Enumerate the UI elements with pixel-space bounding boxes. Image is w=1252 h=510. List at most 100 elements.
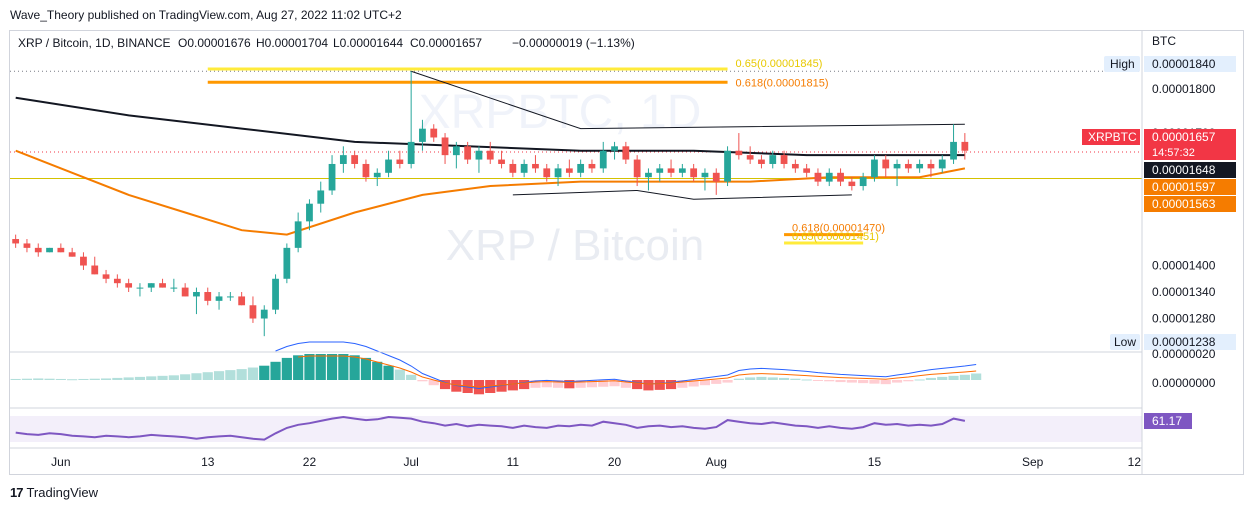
macd-histogram-bar [315,354,326,380]
ma50-line [15,149,966,236]
macd-histogram-bar [858,380,869,384]
candle-body [170,287,178,289]
candle-body [950,141,957,160]
candle-body [780,155,788,164]
candle-body [803,168,811,173]
macd-histogram-bar [620,380,631,388]
candle-body [622,146,630,160]
candle-body [464,146,472,160]
overlay-lines [10,70,1142,236]
macd-histogram-bar [406,374,417,380]
macd-histogram-bar [959,374,970,380]
candle-body [385,159,392,173]
ma50-tag-bg [1144,196,1236,212]
candle-body [34,247,42,253]
y-tick-label: 0.00001400 [1152,259,1216,273]
fib-level-label: 0.618(0.00001815) [736,77,829,89]
candle-body [916,163,924,169]
candle-body [837,172,844,182]
symbol-tag: XRPBTC [1088,130,1137,144]
low-value: 0.00001238 [1152,335,1216,349]
publisher-line: Wave_Theory published on TradingView.com… [10,8,402,22]
candle-body [294,221,302,248]
macd-histogram-bar [552,380,564,388]
y-tick-label: 0.00001280 [1152,312,1216,326]
candle-body [633,159,641,178]
candle-body [181,287,189,297]
macd-histogram-bar [44,378,55,380]
legend-close: C0.00001657 [410,36,482,50]
footer: 17 TradingView [10,485,98,500]
macd-histogram-bar [575,380,586,388]
fib-level-label: 0.65(0.00001845) [736,58,823,70]
candle-body [554,168,562,178]
last-price: 0.00001657 [1152,130,1216,144]
high-tag-bg [1104,56,1140,72]
macd-histogram-bar [564,380,575,389]
macd-histogram-bar [67,379,78,381]
level-tag-bg [1144,179,1236,195]
macd-histogram-bar [146,376,157,380]
macd-histogram-bar [236,369,247,380]
candles [12,71,969,337]
macd-histogram-bar [835,380,846,383]
footer-brand[interactable]: TradingView [26,485,99,500]
macd-histogram-bar [78,378,89,380]
legend-high: H0.00001704 [256,36,328,50]
fib-levels: 0.65(0.00001845) 0.618(0.00001815) 0.618(0… [207,58,885,245]
macd-histogram-bar [665,380,677,390]
candle-body [611,146,618,151]
candle-body [91,265,99,275]
last-price-bg [1144,129,1236,160]
candle-body [283,247,291,279]
trendline-upper [410,70,965,130]
macd-histogram-bar [270,361,281,380]
macd-histogram-bar [869,380,880,384]
macd-histogram-bar [688,380,699,387]
candle-body [791,163,799,169]
macd-histogram-bar [507,380,518,391]
x-tick-label: 15 [868,455,882,469]
watermark-ticker: XRPBTC, 1D [419,86,702,139]
macd-histogram-bar [247,367,259,380]
macd-histogram-bar [654,380,665,390]
signal-line [298,355,977,388]
high-value: 0.00001840 [1152,57,1216,71]
ma200-tag-bg [1144,162,1236,178]
macd-histogram-bar [711,380,722,384]
macd-histogram-bar [10,378,21,380]
macd-histogram-bar [417,380,428,382]
macd-histogram-bar [383,365,394,380]
candle-body [136,287,144,289]
macd-histogram-bar [790,378,801,380]
rsi-line [15,415,966,441]
candle-body [193,292,200,297]
candle-body [588,163,596,169]
candle-body [859,177,867,187]
macd-histogram-bar [259,365,270,380]
macd-histogram-bar [699,380,711,386]
macd-histogram-bar [586,380,598,388]
candle-body [667,168,675,173]
macd-histogram-bar [937,376,948,380]
macd-line [275,341,977,390]
high-tag: High [1110,57,1135,71]
macd-histogram-bar [134,376,146,380]
candle-body [746,155,754,160]
legend-open: O0.00001676 [178,36,251,50]
candle-body [226,296,234,298]
macd-histogram-bar [846,380,857,383]
macd-histogram-bar [21,378,33,380]
x-tick-label: Aug [706,455,727,469]
macd-histogram-bar [89,378,100,380]
macd-histogram-bar [349,355,360,380]
candle-body [961,141,969,151]
currency-label: BTC [1152,34,1176,48]
macd-histogram-bar [925,377,937,380]
candle-body [249,305,257,319]
candle-body [656,168,664,173]
macd-histogram-bar [112,377,123,380]
macd-histogram-bar [767,377,778,380]
x-tick-label: Jul [403,455,418,469]
